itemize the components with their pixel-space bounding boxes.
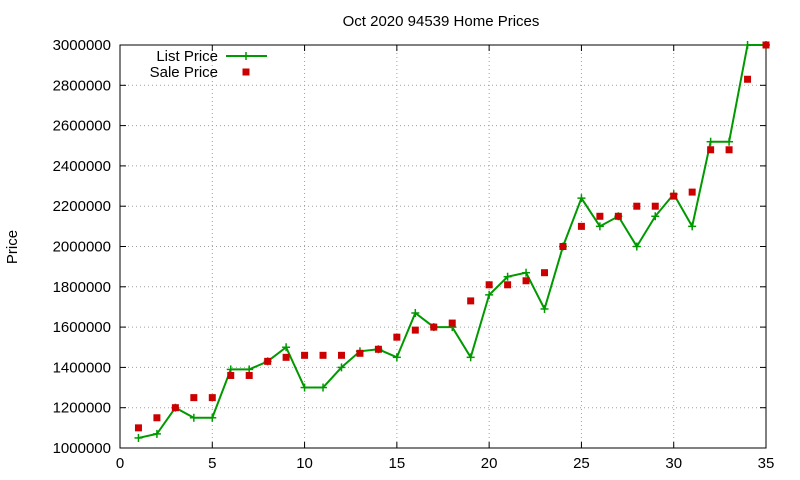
x-tick-label: 30	[665, 455, 682, 472]
list-price-point	[577, 194, 586, 203]
list-price-point	[337, 363, 346, 372]
y-tick-label: 2400000	[53, 158, 111, 175]
x-tick-label: 25	[573, 455, 590, 472]
sale-price-point	[301, 351, 309, 359]
legend-label: List Price	[156, 48, 218, 65]
sale-price-point	[430, 323, 438, 331]
sale-price-point	[725, 146, 733, 154]
sale-price-point	[356, 349, 364, 357]
y-axis-label: Price	[4, 230, 21, 264]
sale-price-point	[485, 281, 493, 289]
list-price-point	[485, 290, 494, 299]
sale-price-point	[744, 75, 752, 83]
axis-ticks: 1000000 1200000 1400000 1600000 1800000 20000…	[53, 37, 775, 472]
y-tick-label: 2000000	[53, 239, 111, 256]
list-price-point	[522, 268, 531, 277]
list-price-point	[743, 41, 752, 49]
sale-price-point	[504, 281, 512, 289]
y-tick-label: 3000000	[53, 37, 111, 54]
list-price-point	[540, 304, 549, 313]
sale-price-point	[596, 212, 604, 220]
series-sale-price	[134, 41, 770, 432]
sale-price-point	[393, 333, 401, 341]
sale-price-point	[319, 351, 327, 359]
list-price-point	[392, 353, 401, 362]
sale-price-point	[633, 202, 641, 210]
sale-price-point	[153, 414, 161, 422]
sale-price-point	[134, 424, 142, 432]
list-price-point	[688, 222, 697, 231]
y-tick-label: 1400000	[53, 359, 111, 376]
chart-title: Oct 2020 94539 Home Prices	[343, 13, 540, 30]
sale-price-point	[282, 353, 290, 361]
sale-price-point	[227, 371, 235, 379]
x-tick-label: 10	[296, 455, 313, 472]
x-tick-label: 20	[481, 455, 498, 472]
y-tick-label: 1000000	[53, 440, 111, 457]
x-tick-label: 0	[116, 455, 124, 472]
x-tick-label: 5	[208, 455, 216, 472]
sale-price-point	[411, 326, 419, 334]
sale-price-point	[374, 345, 382, 353]
y-tick-label: 2200000	[53, 198, 111, 215]
sale-price-point	[762, 41, 770, 49]
sale-price-point	[541, 269, 549, 277]
list-price-point	[466, 353, 475, 362]
series-layer	[134, 41, 770, 442]
list-price-point	[319, 383, 328, 392]
sale-price-point	[171, 404, 179, 412]
legend-plus-mark	[242, 52, 250, 60]
list-price-point	[595, 222, 604, 231]
sale-price-point	[577, 222, 585, 230]
list-price-point	[189, 413, 198, 422]
sale-price-point	[651, 202, 659, 210]
list-price-point	[651, 212, 660, 221]
list-price-point	[411, 308, 420, 317]
legend-label: Sale Price	[150, 64, 218, 81]
sale-price-point	[190, 394, 198, 402]
sale-price-point	[448, 319, 456, 327]
sale-price-point	[522, 277, 530, 285]
list-price-point	[134, 433, 143, 442]
x-tick-label: 35	[758, 455, 775, 472]
y-tick-label: 2800000	[53, 77, 111, 94]
legend-square-mark	[242, 68, 250, 76]
series-list-price	[134, 41, 770, 442]
list-price-point	[282, 343, 291, 352]
y-tick-label: 1800000	[53, 279, 111, 296]
sale-price-point	[559, 243, 567, 250]
list-price-point	[208, 413, 217, 422]
sale-price-point	[467, 297, 475, 305]
list-price-point	[300, 383, 309, 392]
sale-price-point	[337, 351, 345, 359]
list-price-point	[706, 137, 715, 146]
x-tick-label: 15	[389, 455, 406, 472]
list-price-point	[503, 272, 512, 281]
sale-price-point	[208, 394, 216, 402]
sale-price-point	[264, 357, 272, 365]
list-price-line	[138, 44, 766, 439]
sale-price-point	[688, 188, 696, 196]
y-tick-label: 1200000	[53, 400, 111, 417]
sale-price-point	[614, 212, 622, 220]
grid-lines	[120, 45, 766, 448]
sale-price-point	[245, 371, 253, 379]
y-tick-label: 2600000	[53, 118, 111, 135]
list-price-point	[725, 137, 734, 146]
y-tick-label: 1600000	[53, 319, 111, 336]
list-price-point	[632, 242, 641, 251]
sale-price-point	[670, 192, 678, 200]
sale-price-point	[707, 146, 715, 154]
list-price-point	[152, 429, 161, 438]
